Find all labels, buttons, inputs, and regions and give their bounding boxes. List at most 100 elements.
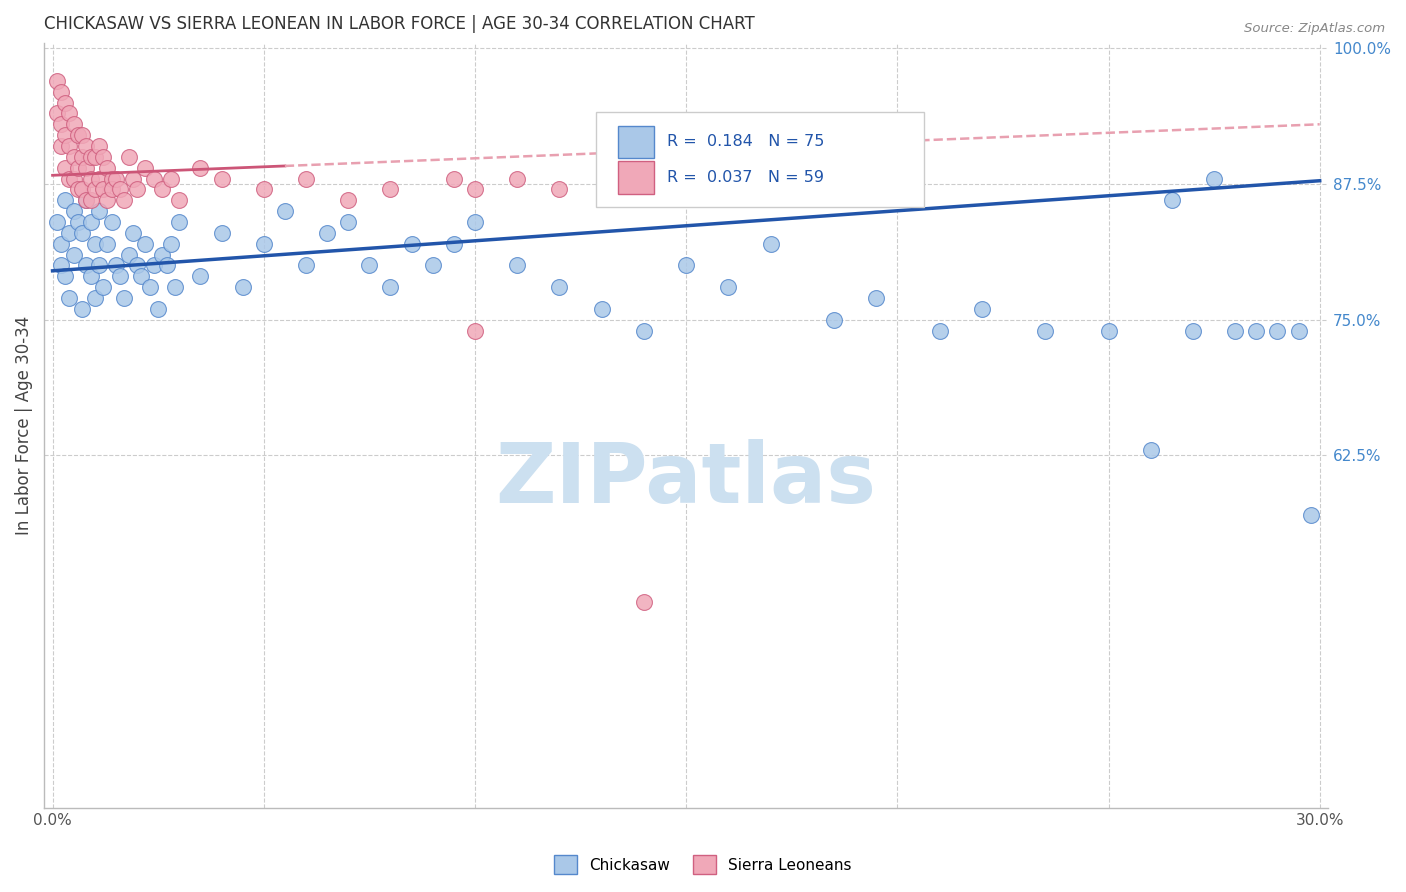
Point <box>142 171 165 186</box>
Point <box>443 236 465 251</box>
Point <box>865 291 887 305</box>
Point <box>62 171 84 186</box>
Point <box>337 215 360 229</box>
Point <box>79 269 101 284</box>
Bar <box>619 161 654 194</box>
Point <box>87 139 110 153</box>
FancyBboxPatch shape <box>596 112 924 208</box>
Point <box>58 171 80 186</box>
Point <box>138 280 160 294</box>
Bar <box>619 126 654 158</box>
Legend: Chickasaw, Sierra Leoneans: Chickasaw, Sierra Leoneans <box>548 849 858 880</box>
Point <box>49 236 72 251</box>
Point <box>91 280 114 294</box>
Point <box>62 117 84 131</box>
Point <box>53 194 76 208</box>
Point <box>96 236 118 251</box>
Point <box>169 215 191 229</box>
Point <box>422 259 444 273</box>
Point <box>70 128 93 143</box>
Point <box>211 226 233 240</box>
Point <box>548 182 571 196</box>
Point <box>108 269 131 284</box>
Point <box>53 161 76 175</box>
Point <box>401 236 423 251</box>
Point <box>45 74 67 88</box>
Point <box>83 150 105 164</box>
Point <box>70 301 93 316</box>
Point <box>295 171 318 186</box>
Point <box>970 301 993 316</box>
Point <box>112 291 135 305</box>
Point <box>142 259 165 273</box>
Point <box>165 280 187 294</box>
Point <box>591 301 613 316</box>
Point <box>169 194 191 208</box>
Point <box>464 182 486 196</box>
Point <box>1097 324 1119 338</box>
Point <box>717 280 740 294</box>
Point <box>759 236 782 251</box>
Point <box>70 226 93 240</box>
Point <box>117 150 139 164</box>
Text: CHICKASAW VS SIERRA LEONEAN IN LABOR FORCE | AGE 30-34 CORRELATION CHART: CHICKASAW VS SIERRA LEONEAN IN LABOR FOR… <box>44 15 755 33</box>
Point <box>58 291 80 305</box>
Point <box>1301 508 1323 522</box>
Point <box>633 595 655 609</box>
Point <box>45 215 67 229</box>
Point <box>506 259 529 273</box>
Point <box>79 171 101 186</box>
Point <box>295 259 318 273</box>
Point <box>91 182 114 196</box>
Point <box>129 269 152 284</box>
Point <box>66 215 89 229</box>
Text: Source: ZipAtlas.com: Source: ZipAtlas.com <box>1244 22 1385 36</box>
Point <box>155 259 177 273</box>
Point <box>108 182 131 196</box>
Point <box>548 280 571 294</box>
Point <box>70 182 93 196</box>
Point <box>380 182 402 196</box>
Point <box>112 194 135 208</box>
Point <box>58 106 80 120</box>
Point <box>1267 324 1289 338</box>
Point <box>190 269 212 284</box>
Point <box>150 247 173 261</box>
Point <box>506 171 529 186</box>
Point <box>79 215 101 229</box>
Point <box>66 161 89 175</box>
Point <box>75 161 97 175</box>
Point <box>53 128 76 143</box>
Point <box>53 269 76 284</box>
Point <box>49 259 72 273</box>
Point <box>87 259 110 273</box>
Point <box>380 280 402 294</box>
Point <box>75 259 97 273</box>
Point <box>211 171 233 186</box>
Point <box>232 280 254 294</box>
Point <box>316 226 339 240</box>
Point <box>134 161 156 175</box>
Point <box>96 161 118 175</box>
Point <box>253 182 276 196</box>
Point <box>79 150 101 164</box>
Point <box>633 324 655 338</box>
Point <box>96 194 118 208</box>
Point <box>443 171 465 186</box>
Y-axis label: In Labor Force | Age 30-34: In Labor Force | Age 30-34 <box>15 316 32 535</box>
Point <box>134 236 156 251</box>
Point <box>83 236 105 251</box>
Point <box>104 259 127 273</box>
Point <box>117 247 139 261</box>
Point <box>190 161 212 175</box>
Point <box>100 215 122 229</box>
Point <box>1139 442 1161 457</box>
Point <box>464 215 486 229</box>
Point <box>58 139 80 153</box>
Point <box>83 291 105 305</box>
Point <box>928 324 950 338</box>
Point <box>1160 194 1182 208</box>
Text: R =  0.184   N = 75: R = 0.184 N = 75 <box>666 134 824 149</box>
Point <box>58 226 80 240</box>
Point <box>675 259 697 273</box>
